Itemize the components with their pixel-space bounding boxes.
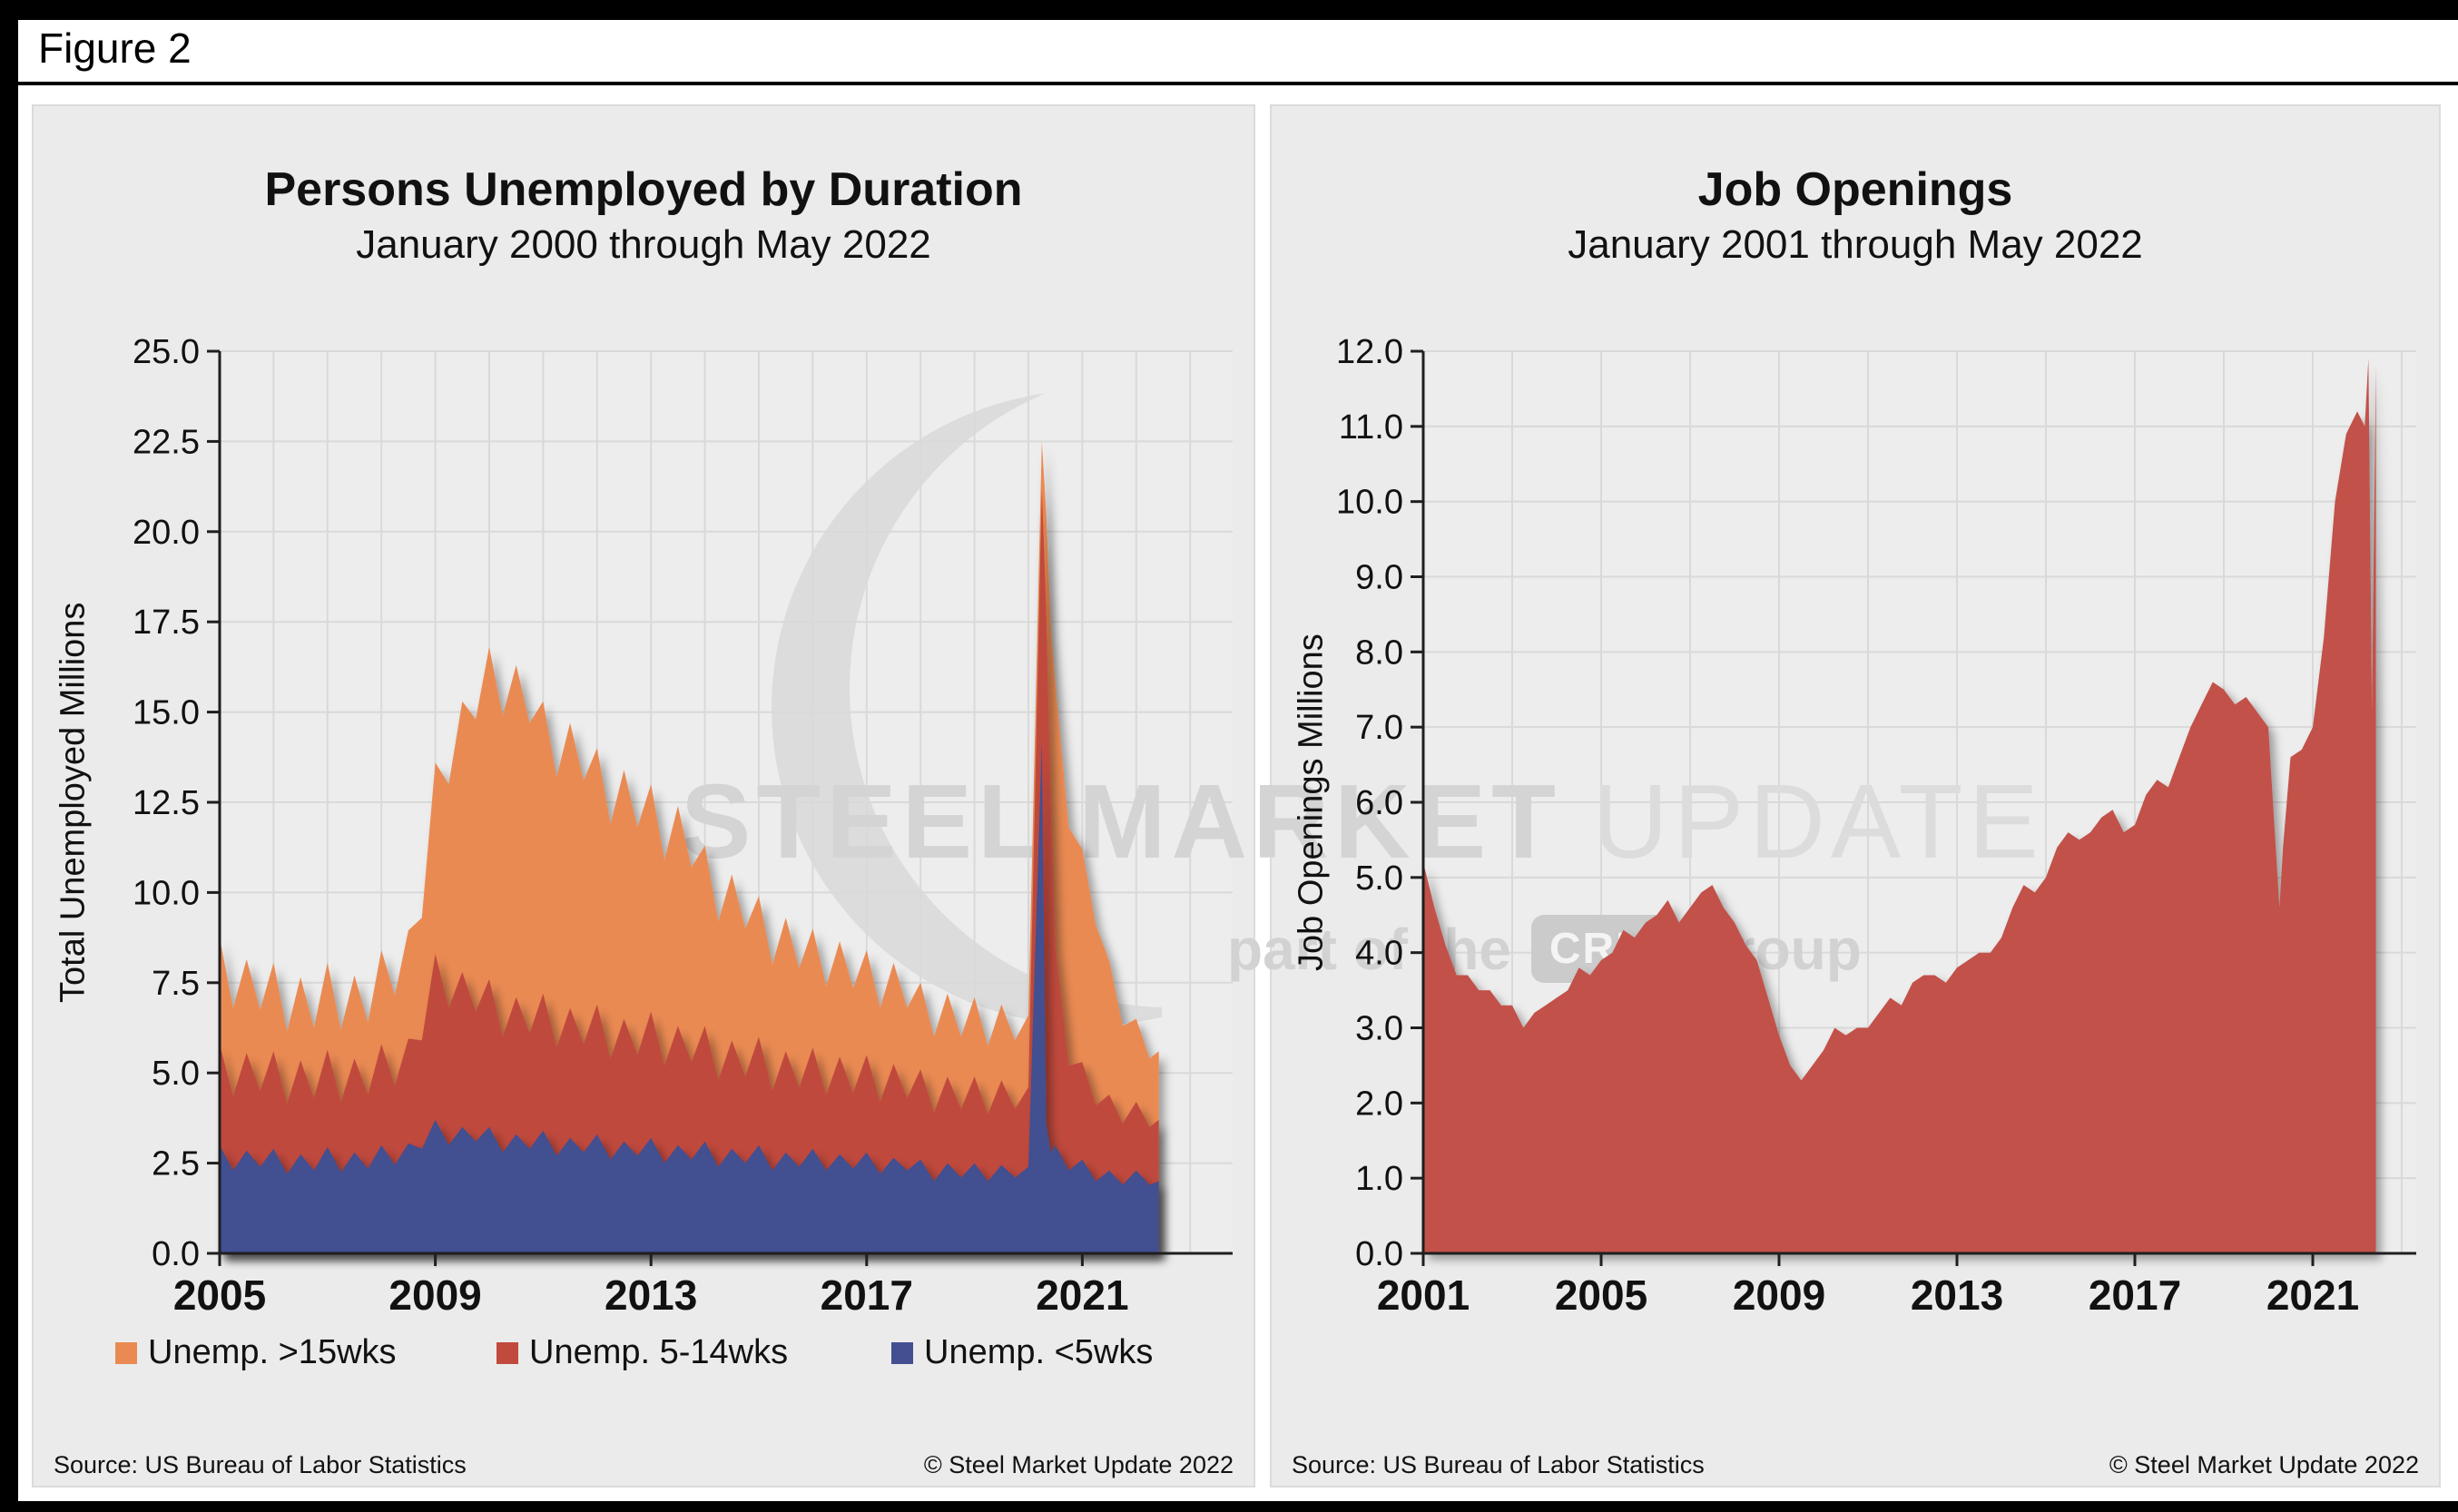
x-tick-label: 2009 (1733, 1271, 1825, 1319)
x-tick-label: 2005 (1555, 1271, 1647, 1319)
x-tick-label: 2021 (2266, 1271, 2359, 1319)
source-text: Source: US Bureau of Labor Statistics (1292, 1451, 1705, 1478)
header-rule (18, 82, 2458, 85)
x-tick-label: 2013 (605, 1271, 697, 1319)
page-border-left (0, 0, 18, 1512)
unemployment-chart-subtitle: January 2000 through May 2022 (356, 222, 931, 267)
y-tick-label: 12.0 (1336, 333, 1403, 371)
legend-item-unemp-lt5wks: Unemp. <5wks (891, 1333, 1153, 1372)
y-tick-label: 17.5 (133, 604, 200, 642)
copyright-text: © Steel Market Update 2022 (923, 1451, 1234, 1478)
y-tick-label: 10.0 (1336, 484, 1403, 522)
source-text: Source: US Bureau of Labor Statistics (54, 1451, 467, 1478)
y-tick-label: 6.0 (1355, 784, 1403, 822)
y-tick-label: 0.0 (152, 1235, 200, 1273)
y-tick-label: 10.0 (133, 874, 200, 912)
y-tick-label: 2.5 (152, 1145, 200, 1183)
series-area-unemp-5-14wks (220, 488, 1159, 1253)
series-area-unemp-5wks (220, 741, 1159, 1253)
y-tick-label: 20.0 (133, 514, 200, 552)
x-tick-label: 2017 (821, 1271, 913, 1319)
x-tick-label: 2013 (1911, 1271, 2003, 1319)
legend-swatch-blue (891, 1341, 913, 1364)
y-tick-label: 8.0 (1355, 633, 1403, 672)
unemployment-panel: Persons Unemployed by Duration January 2… (32, 104, 1255, 1487)
y-tick-label: 1.0 (1355, 1160, 1403, 1198)
y-tick-label: 9.0 (1355, 559, 1403, 597)
legend-label: Unemp. 5-14wks (529, 1333, 789, 1371)
x-tick-label: 2005 (173, 1271, 266, 1319)
x-tick-label: 2017 (2089, 1271, 2181, 1319)
legend-label: Unemp. <5wks (924, 1333, 1154, 1371)
y-tick-label: 11.0 (1339, 408, 1403, 447)
y-tick-label: 5.0 (1355, 859, 1403, 898)
y-tick-label: 5.0 (152, 1055, 200, 1093)
y-tick-label: 15.0 (133, 694, 200, 732)
y-tick-label: 22.5 (133, 423, 200, 461)
legend-swatch-orange (115, 1341, 137, 1364)
legend: Unemp. >15wks Unemp. 5-14wks Unemp. <5wk… (34, 1333, 1254, 1379)
job-openings-panel: Job Openings January 2001 through May 20… (1270, 104, 2441, 1487)
y-tick-label: 7.0 (1355, 709, 1403, 747)
page-border-top (0, 0, 2458, 20)
job-openings-chart-subtitle: January 2001 through May 2022 (1568, 222, 2143, 267)
unemployment-chart-title: Persons Unemployed by Duration (264, 163, 1023, 216)
figure-label: Figure 2 (38, 25, 192, 72)
y-tick-label: 0.0 (1355, 1235, 1403, 1273)
x-tick-label: 2009 (388, 1271, 481, 1319)
copyright-text: © Steel Market Update 2022 (2109, 1451, 2419, 1478)
y-tick-label: 2.0 (1355, 1085, 1403, 1123)
x-tick-label: 2001 (1377, 1271, 1470, 1319)
unemployment-chart-canvas: 0.0 2.5 5.0 7.5 10.0 12.5 15.0 17.5 20.0 22.5 25.0… (133, 333, 1233, 1319)
legend-item-unemp-gt15wks: Unemp. >15wks (115, 1333, 397, 1372)
job-openings-chart-title: Job Openings (1697, 163, 2013, 216)
x-tick-label: 2021 (1036, 1271, 1128, 1319)
legend-label: Unemp. >15wks (148, 1333, 397, 1371)
y-tick-label: 3.0 (1355, 1010, 1403, 1048)
legend-item-unemp-5-14wks: Unemp. 5-14wks (497, 1333, 788, 1372)
y-tick-label: 25.0 (133, 333, 200, 371)
y-tick-label: 7.5 (152, 965, 200, 1003)
job-openings-chart-canvas: 0.0 1.0 2.0 3.0 4.0 5.0 6.0 7.0 8.0 9.0 10.0 11.0 12… (1336, 333, 2416, 1319)
y-tick-label: 12.5 (133, 784, 200, 822)
page-border-bottom (0, 1501, 2458, 1512)
legend-swatch-red (497, 1341, 518, 1364)
series-area-job-openings (1423, 358, 2376, 1253)
y-tick-label: 4.0 (1355, 935, 1403, 973)
